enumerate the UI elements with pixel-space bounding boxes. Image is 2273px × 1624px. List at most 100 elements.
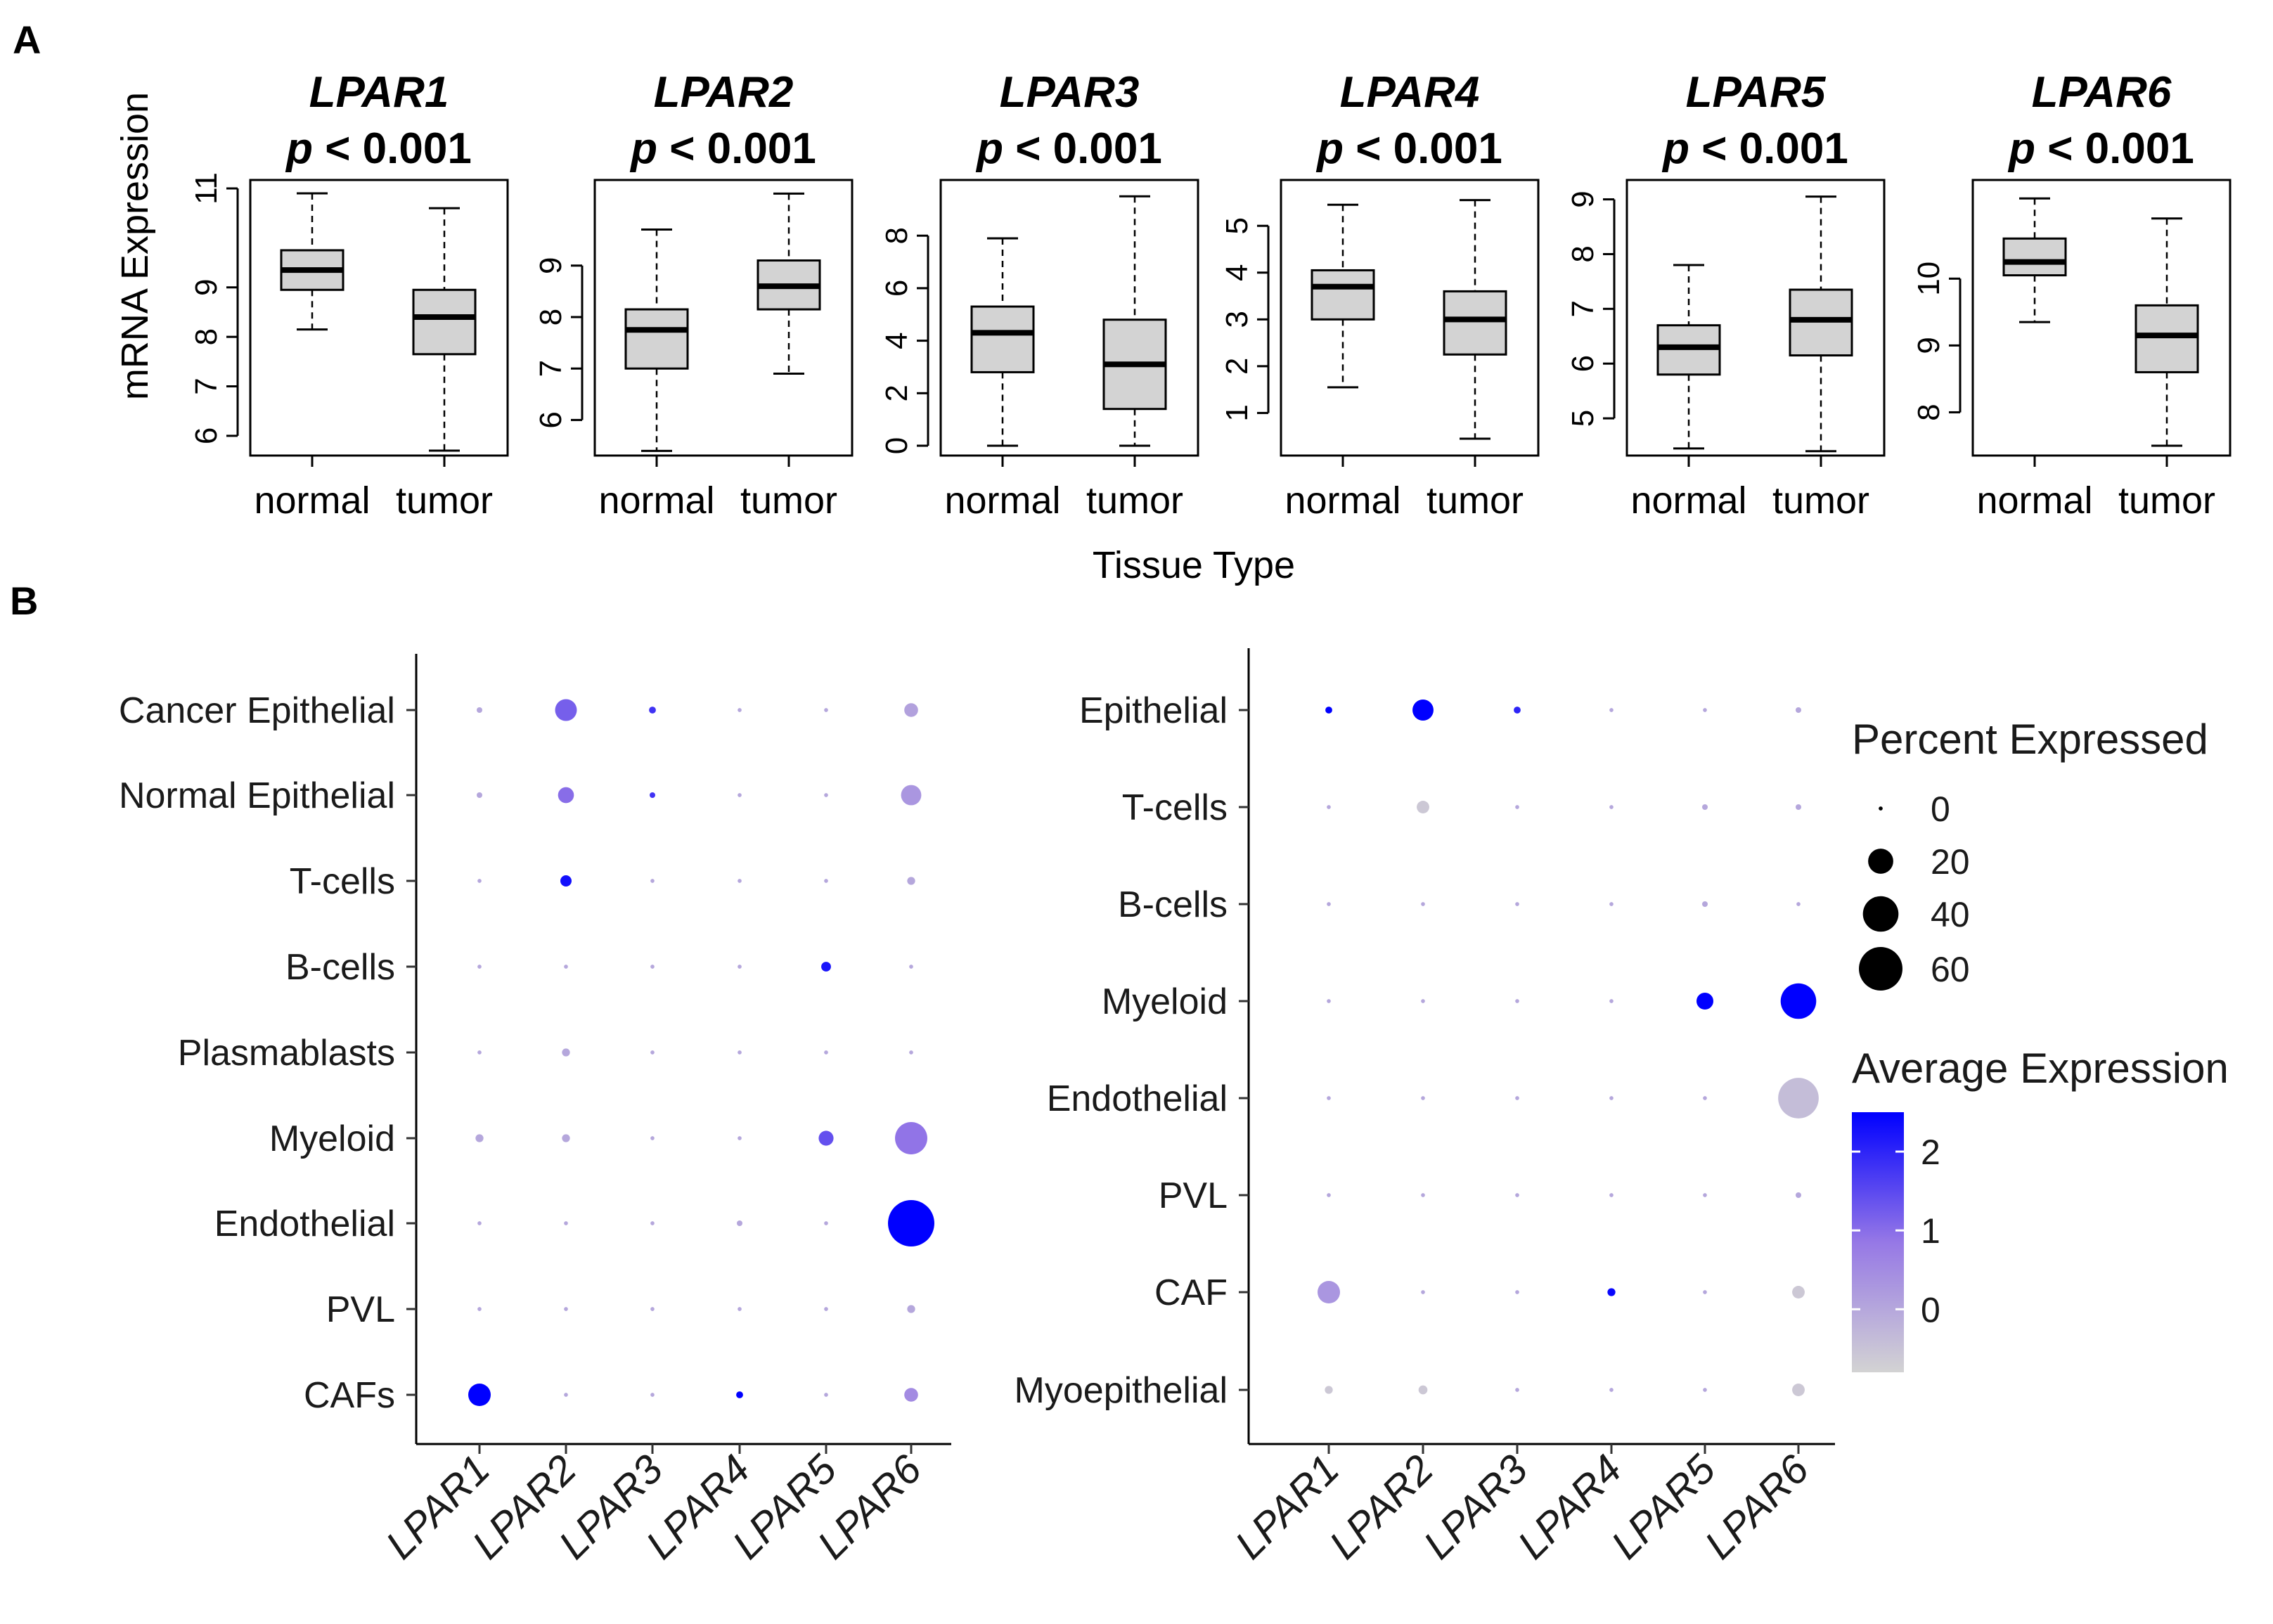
expression-dot: [1796, 902, 1801, 906]
expression-dot: [1318, 1281, 1340, 1303]
expression-dot: [650, 879, 655, 883]
plot-frame: [1971, 179, 2232, 457]
expression-dot: [1515, 1193, 1519, 1197]
p-threshold: < 0.001: [2047, 124, 2194, 173]
box-tumor: [1102, 195, 1167, 447]
iqr-box: [970, 305, 1035, 373]
expression-dot: [477, 965, 482, 969]
plot-frame: [939, 179, 1199, 457]
expression-dot: [562, 1048, 570, 1057]
boxplot-lpar1: LPAR1 p < 0.001 6 7 8 9 11 normal tumor: [189, 68, 509, 522]
panel-b-label: B: [10, 579, 38, 623]
expression-dot: [1703, 708, 1707, 712]
y-category-label: PVL: [1159, 1175, 1228, 1216]
gene-title: LPAR6: [2032, 68, 2172, 117]
x-category-label: normal: [598, 479, 714, 522]
expression-dot: [1703, 1388, 1707, 1392]
expression-dot: [558, 787, 574, 804]
expression-dot: [1325, 707, 1332, 714]
expression-dot: [821, 962, 831, 972]
expression-dot: [562, 1134, 570, 1142]
p-value-label: p < 0.001: [975, 124, 1162, 173]
y-category-label: Endothelial: [1047, 1078, 1228, 1119]
expression-dot: [468, 1384, 491, 1406]
expression-dot: [824, 879, 828, 883]
expression-dot: [650, 1221, 655, 1225]
expression-dot: [1327, 1193, 1331, 1197]
expression-dot: [736, 1391, 743, 1398]
expression-dot: [650, 792, 655, 798]
expression-dot: [1703, 1096, 1707, 1100]
box-tumor: [2134, 217, 2199, 447]
x-gene-label: LPAR4: [1509, 1446, 1630, 1568]
boxplot-lpar6: LPAR6 p < 0.001 8 9 10 normal tumor: [1912, 68, 2232, 522]
expression-dot: [1607, 1288, 1616, 1296]
p-symbol: p: [1315, 124, 1356, 173]
expression-dot: [650, 1136, 655, 1140]
color-legend-label: 2: [1921, 1133, 1940, 1172]
expression-dot: [1792, 1384, 1805, 1396]
expression-dot: [1327, 1096, 1331, 1100]
color-legend-label: 1: [1921, 1211, 1940, 1251]
expression-dot: [1417, 801, 1429, 813]
expression-dot: [1702, 804, 1708, 810]
p-threshold: < 0.001: [1701, 124, 1848, 173]
expression-dot: [1609, 999, 1614, 1003]
x-category-label: normal: [944, 479, 1060, 522]
y-tick-label: 5: [1220, 217, 1254, 234]
y-category-label: CAFs: [304, 1375, 395, 1416]
y-tick-label: 6: [1566, 355, 1600, 372]
iqr-box: [2134, 304, 2199, 373]
expression-dot: [1421, 1096, 1425, 1100]
y-category-label: Cancer Epithelial: [119, 690, 395, 731]
mrna-expression-axis-label: mRNA Expression: [114, 92, 156, 400]
y-category-label: Myeloid: [1102, 981, 1228, 1022]
y-tick-label: 9: [534, 257, 568, 274]
p-threshold: < 0.001: [1015, 124, 1162, 173]
y-tick-label: 2: [880, 385, 914, 401]
expression-dot: [564, 1393, 568, 1397]
expression-dot: [1515, 902, 1519, 906]
expression-dot: [477, 879, 482, 883]
expression-dot: [1412, 700, 1434, 721]
p-value-label: p < 0.001: [1315, 124, 1502, 173]
p-symbol: p: [1661, 124, 1701, 173]
gene-title: LPAR1: [309, 68, 449, 117]
y-tick-label: 7: [189, 378, 224, 394]
expression-dot: [1609, 1193, 1614, 1197]
expression-dot: [1796, 804, 1801, 810]
p-threshold: < 0.001: [1356, 124, 1502, 173]
p-value-label: p < 0.001: [285, 124, 472, 173]
expression-dot: [824, 708, 828, 712]
expression-dot: [738, 1050, 742, 1055]
dotplot-left: Cancer Epithelial Normal Epithelial T-cell…: [119, 654, 951, 1568]
p-symbol: p: [975, 124, 1015, 173]
expression-dot: [1609, 805, 1614, 809]
y-tick-label: 8: [880, 227, 914, 244]
gene-title: LPAR5: [1686, 68, 1827, 117]
box-normal: [2002, 197, 2067, 323]
iqr-box: [1311, 269, 1375, 321]
expression-dot: [904, 703, 918, 717]
x-category-label: tumor: [1427, 479, 1524, 522]
expression-dot: [738, 965, 742, 969]
expression-dot: [1421, 1290, 1425, 1294]
expression-dot: [909, 965, 913, 969]
boxplot-lpar5: LPAR5 p < 0.001 5 6 7 8 9 normal tumor: [1566, 68, 1886, 522]
x-category-label: tumor: [396, 479, 493, 522]
expression-dot: [738, 1136, 742, 1140]
expression-dot: [477, 1307, 482, 1311]
y-category-label: CAF: [1154, 1272, 1228, 1313]
p-value-label: p < 0.001: [2007, 124, 2194, 173]
y-tick-label: 2: [1220, 358, 1254, 375]
x-gene-label: LPAR6: [1696, 1446, 1817, 1568]
box-normal: [280, 192, 345, 331]
x-category-label: tumor: [740, 479, 837, 522]
expression-dot: [564, 1221, 568, 1225]
expression-dot: [907, 1305, 915, 1313]
expression-dot: [1696, 993, 1713, 1010]
box-tumor: [756, 192, 821, 375]
expression-dot: [1778, 1078, 1819, 1119]
boxplot-lpar2: LPAR2 p < 0.001 6 7 8 9 normal tumor: [534, 68, 854, 522]
